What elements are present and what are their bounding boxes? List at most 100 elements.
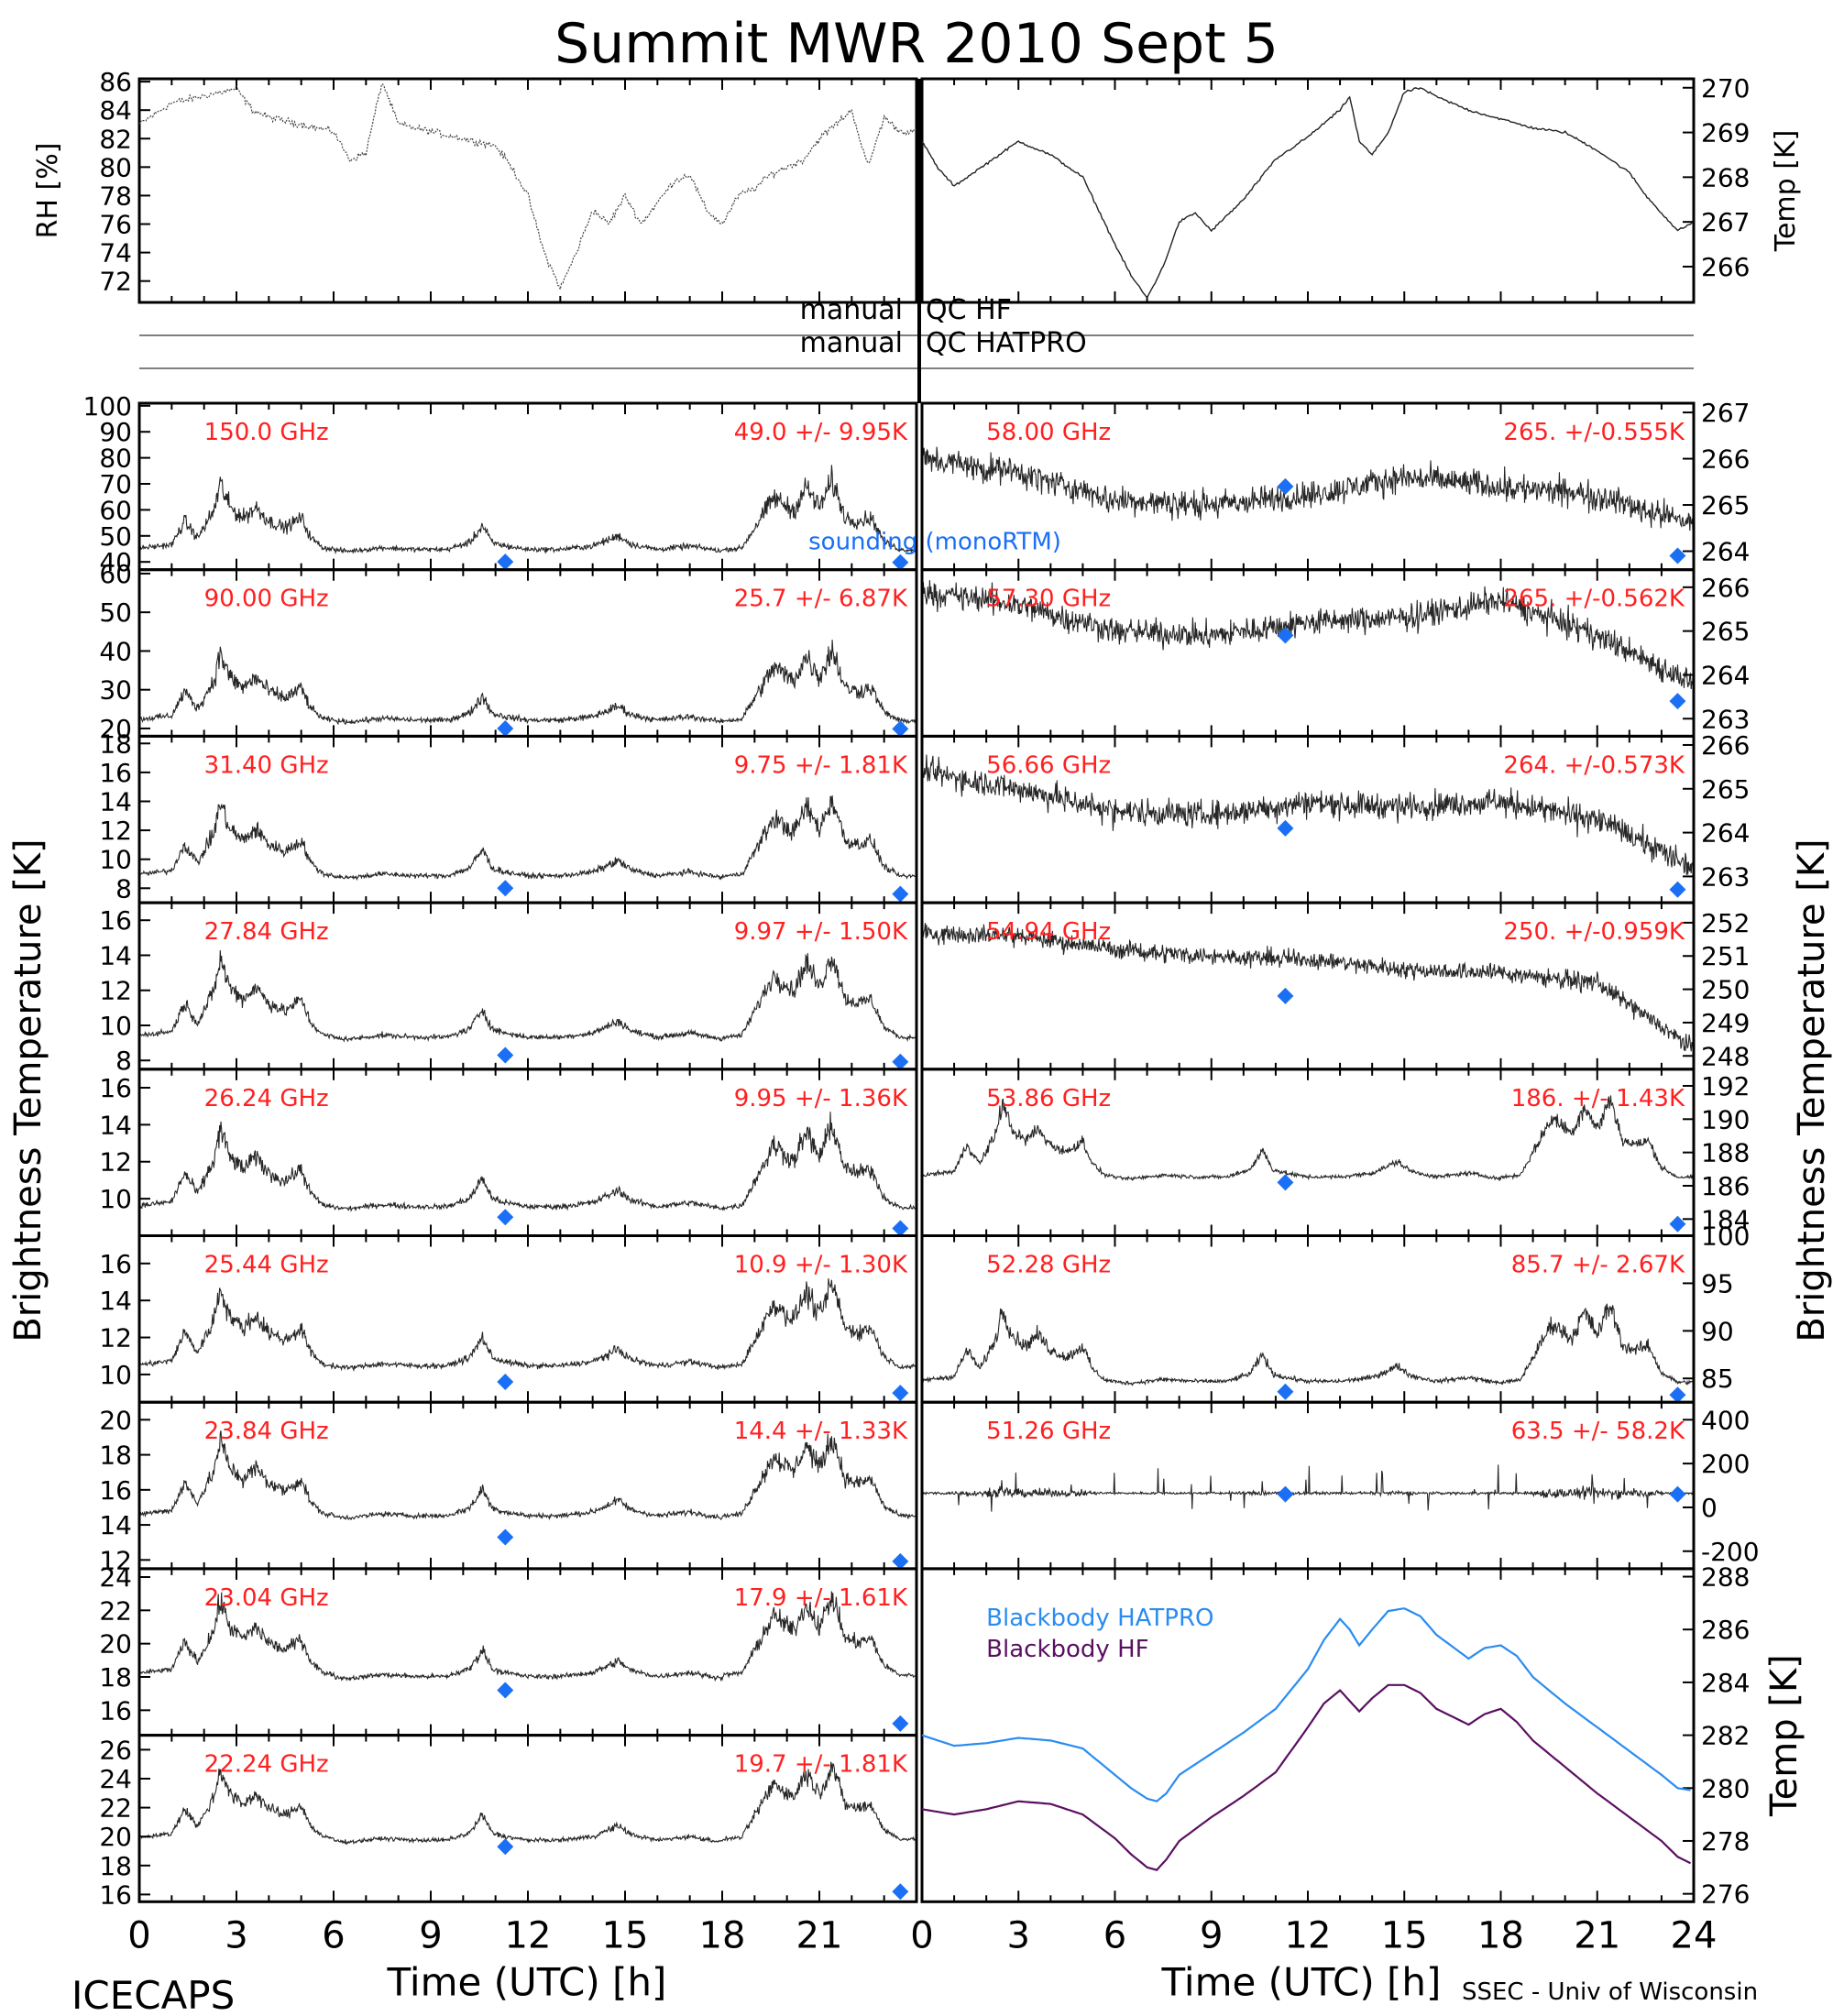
footer-right: SSEC - Univ of Wisconsin [1462, 1978, 1758, 2006]
left-panel-0-sounding-marker [497, 553, 514, 571]
right-panel-6-stats: 63.5 +/- 58.2K [1511, 1418, 1685, 1445]
right-panel-4-stats: 186. +/- 1.43K [1511, 1085, 1685, 1112]
left-xaxis-label: Time (UTC) [h] [387, 1959, 667, 2004]
temp-panel-ytick-label: 268 [1701, 162, 1750, 192]
right-xtick-label: 6 [1103, 1914, 1126, 1956]
left-panel-2-ytick-label: 12 [99, 816, 132, 846]
right-panel-0-ytick-label: 265 [1701, 490, 1750, 520]
left-panel-2-stats: 9.75 +/- 1.81K [734, 751, 908, 779]
blackbody-series-1 [921, 1683, 1691, 1871]
right-xtick-label: 21 [1574, 1914, 1620, 1956]
right-panel-2-ytick-label: 265 [1701, 774, 1750, 805]
right-xtick-label: 18 [1477, 1914, 1524, 1956]
blackbody-panel-ytick-label: 282 [1701, 1721, 1750, 1751]
left-panel-1-ytick-label: 60 [99, 559, 132, 589]
right-panel-5-sounding-marker [1277, 1383, 1294, 1400]
left-panel-6-trace [138, 1430, 917, 1521]
left-panel-7-frequency: 23.04 GHz [204, 1584, 329, 1612]
left-panel-6-frequency: 23.84 GHz [204, 1418, 329, 1445]
right-panel-0-stats: 265. +/-0.555K [1503, 419, 1685, 446]
blackbody-panel-ytick-label: 276 [1701, 1879, 1750, 1910]
right-panel-1-sounding-marker [1669, 693, 1686, 710]
left-panel-0-stats: 49.0 +/- 9.95K [734, 419, 908, 446]
right-xtick-label: 24 [1671, 1914, 1718, 1956]
left-panel-2-ytick-label: 16 [99, 758, 132, 788]
right-panel-0-ytick-label: 264 [1701, 537, 1750, 567]
left-panel-5-sounding-marker [497, 1373, 514, 1390]
left-panel-2-frequency: 31.40 GHz [204, 751, 329, 779]
right-xtick-label: 15 [1381, 1914, 1428, 1956]
left-panel-3-ytick-label: 14 [99, 940, 132, 970]
rh-panel-frame [137, 77, 918, 304]
temp-panel-ytick-label: 267 [1701, 207, 1750, 237]
left-panel-0-ytick-label: 90 [99, 417, 132, 447]
qc-label-left: manual [800, 327, 903, 359]
right-panel-6-ytick-label: 200 [1701, 1449, 1750, 1479]
left-panel-2-ytick-label: 14 [99, 787, 132, 817]
left-panel-1-ytick-label: 50 [99, 597, 132, 628]
right-xtick-label: 0 [910, 1914, 933, 1956]
right-panel-4-ytick-label: 190 [1701, 1104, 1750, 1134]
right-panel-1-frequency: 57.30 GHz [986, 586, 1111, 613]
left-panel-3-sounding-marker [892, 1053, 909, 1070]
right-panel-4-sounding-marker [1277, 1174, 1294, 1191]
left-panel-8-ytick-label: 24 [99, 1764, 132, 1794]
blackbody-series-0 [921, 1607, 1691, 1802]
left-panel-1-ytick-label: 20 [99, 714, 132, 744]
left-panel-0-ytick-label: 100 [83, 391, 132, 422]
left-panel-0-ytick-label: 50 [99, 521, 132, 552]
right-panel-3-stats: 250. +/-0.959K [1503, 918, 1685, 946]
left-panel-3-sounding-marker [497, 1046, 514, 1064]
rh-trace [138, 83, 917, 291]
right-panel-3-frequency: 54.94 GHz [986, 918, 1111, 946]
left-panel-4-ytick-label: 16 [99, 1073, 132, 1103]
left-panel-5-ytick-label: 14 [99, 1286, 132, 1316]
left-panel-8-sounding-marker [892, 1883, 909, 1901]
right-panel-4-ytick-label: 184 [1701, 1204, 1750, 1234]
left-panel-4-sounding-marker [892, 1220, 909, 1237]
left-xtick-label: 21 [796, 1914, 843, 1956]
right-panel-6-trace [921, 1464, 1695, 1512]
right-panel-3-ytick-label: 252 [1701, 908, 1750, 938]
blackbody-ylabel: Temp [K] [1763, 1654, 1806, 1817]
qc-label-right: QC HATPRO [926, 327, 1087, 359]
left-panel-5-trace [138, 1278, 917, 1373]
right-panel-3-sounding-marker [1277, 987, 1294, 1004]
right-xaxis-label: Time (UTC) [h] [1161, 1959, 1442, 2004]
right-panel-2-ytick-label: 263 [1701, 861, 1750, 892]
temp-ylabel: Temp [K] [1770, 130, 1802, 253]
left-panel-2-ytick-label: 18 [99, 729, 132, 759]
left-panel-0-sounding-marker [892, 553, 909, 571]
left-xtick-label: 18 [699, 1914, 746, 1956]
left-panel-4-trace [138, 1112, 917, 1212]
left-panel-7-sounding-marker [892, 1715, 909, 1732]
left-panel-8-trace [138, 1761, 917, 1846]
temp-trace [921, 87, 1693, 300]
right-xtick-label: 12 [1285, 1914, 1332, 1956]
rh-panel-ytick-label: 84 [99, 95, 132, 126]
left-panel-7-sounding-marker [497, 1682, 514, 1699]
left-panel-4-ytick-label: 12 [99, 1147, 132, 1178]
right-panel-1-ytick-label: 263 [1701, 704, 1750, 734]
left-panel-3-frequency: 27.84 GHz [204, 918, 329, 946]
rh-panel-ytick-label: 86 [99, 67, 132, 97]
right-panel-1-trace [921, 580, 1695, 692]
left-panel-8-frequency: 22.24 GHz [204, 1751, 329, 1779]
right-panel-1-ytick-label: 264 [1701, 660, 1750, 690]
left-xtick-label: 9 [419, 1914, 442, 1956]
left-panel-6-ytick-label: 18 [99, 1441, 132, 1471]
left-panel-1-frequency: 90.00 GHz [204, 586, 329, 613]
left-panel-2-sounding-marker [892, 885, 909, 903]
right-panel-4-frequency: 53.86 GHz [986, 1085, 1111, 1112]
right-panel-0-sounding-marker [1669, 547, 1686, 564]
left-panel-8-sounding-marker [497, 1838, 514, 1856]
right-panel-0-sounding-marker [1277, 477, 1294, 495]
left-panel-3-ytick-label: 12 [99, 976, 132, 1006]
left-panel-3-trace [138, 949, 917, 1043]
left-panel-1-trace [138, 640, 917, 726]
rh-panel-ytick-label: 82 [99, 124, 132, 154]
right-panel-2-trace [921, 754, 1695, 876]
right-panel-2-stats: 264. +/-0.573K [1503, 751, 1685, 779]
left-panel-1-ytick-label: 30 [99, 675, 132, 706]
